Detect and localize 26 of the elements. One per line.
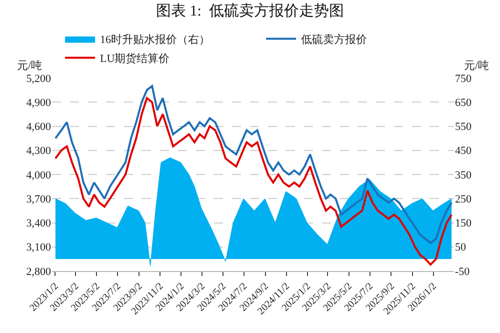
- legend-label: LU期货结算价: [100, 52, 170, 65]
- y-axis-title: 元/吨: [17, 59, 42, 72]
- chart-title: 图表 1: 低硫卖方报价走势图: [156, 2, 344, 20]
- y-tick-label: 4,900: [26, 96, 52, 109]
- line-series: [54, 85, 453, 244]
- line-series: [54, 97, 453, 266]
- y-tick-label: 3,700: [26, 193, 52, 206]
- y-tick-label: 2,800: [26, 266, 52, 278]
- y-tick-label: 4,600: [26, 121, 52, 134]
- legend-label: 低硫卖方报价: [301, 33, 368, 46]
- y2-tick-label: 150: [455, 218, 472, 230]
- y2-tick-label: 650: [455, 96, 472, 109]
- y2-tick-label: 350: [455, 169, 472, 182]
- y2-tick-label: -50: [455, 266, 470, 278]
- legend-label: 16时升贴水报价（右）: [100, 33, 210, 46]
- y2-axis-title: 元/吨: [464, 59, 490, 72]
- y-tick-label: 3,400: [26, 218, 52, 230]
- y2-tick-label: 450: [455, 145, 472, 158]
- y-tick-label: 5,200: [26, 72, 52, 85]
- y-tick-label: 4,300: [26, 145, 52, 158]
- y2-tick-label: 50: [455, 242, 466, 254]
- y2-tick-label: 550: [455, 121, 472, 134]
- y-tick-label: 4,000: [26, 169, 52, 182]
- y2-tick-label: 750: [455, 72, 472, 85]
- y2-tick-label: 250: [455, 193, 472, 206]
- y-tick-label: 3,100: [26, 242, 52, 254]
